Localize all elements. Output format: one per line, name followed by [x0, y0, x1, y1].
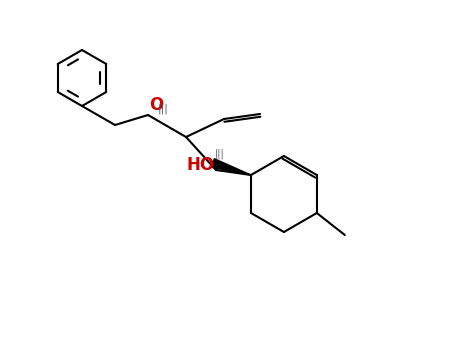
Text: |||: ||| — [158, 104, 169, 114]
Text: HO: HO — [187, 156, 215, 174]
Text: O: O — [149, 96, 163, 114]
Polygon shape — [212, 159, 251, 175]
Text: |||: ||| — [215, 149, 225, 159]
